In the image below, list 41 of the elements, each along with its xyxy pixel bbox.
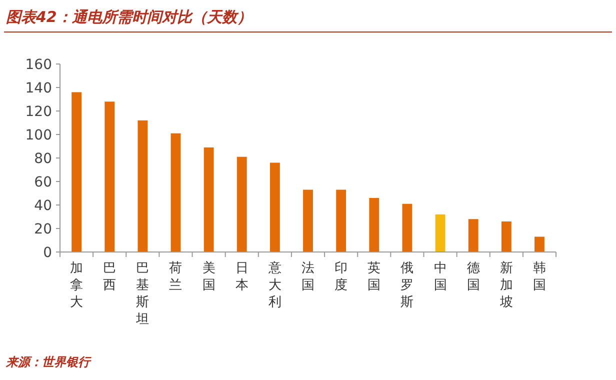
x-tick-label: 俄罗斯 [400, 261, 414, 310]
x-tick-label: 美国 [202, 260, 216, 293]
bar [170, 133, 181, 252]
bar [402, 204, 412, 252]
source-note: 来源：世界银行 [5, 355, 92, 369]
y-tick-label: 140 [25, 80, 52, 96]
bar [270, 162, 280, 252]
y-tick-label: 120 [25, 104, 52, 120]
x-tick-label: 巴西 [103, 261, 116, 293]
x-tick-label: 新加坡 [498, 261, 513, 310]
y-tick-label: 0 [43, 244, 52, 261]
bar [534, 236, 544, 252]
y-tick-label: 160 [25, 56, 52, 73]
x-tick-label: 荷兰 [169, 261, 182, 293]
x-tick-label: 韩国 [532, 261, 546, 293]
chart-title: 图表42：通电所需时间对比（天数） [6, 8, 252, 26]
bar [435, 214, 446, 252]
x-tick-label: 中国 [434, 261, 447, 293]
bar [72, 92, 82, 252]
y-tick-label: 40 [34, 198, 52, 214]
x-tick-label: 加拿大 [70, 261, 84, 310]
x-tick-label: 意大利 [267, 261, 282, 310]
y-tick-label: 80 [34, 150, 52, 167]
y-tick-label: 20 [34, 221, 52, 238]
y-tick-label: 100 [25, 127, 52, 144]
bar [104, 102, 115, 252]
bar [138, 120, 148, 252]
bar [468, 219, 478, 252]
bar [369, 198, 380, 252]
bar [336, 190, 346, 252]
x-tick-label: 法国 [302, 261, 314, 293]
x-tick-label: 印度 [334, 261, 348, 293]
bar [303, 190, 313, 252]
x-tick-label: 德国 [466, 261, 480, 293]
bar [501, 221, 512, 252]
bar [204, 147, 214, 252]
y-tick-label: 60 [34, 174, 52, 190]
x-tick-label: 巴基斯坦 [135, 261, 150, 327]
x-tick-label: 日本 [235, 261, 248, 293]
x-tick-label: 英国 [368, 261, 381, 293]
bar [236, 156, 247, 252]
